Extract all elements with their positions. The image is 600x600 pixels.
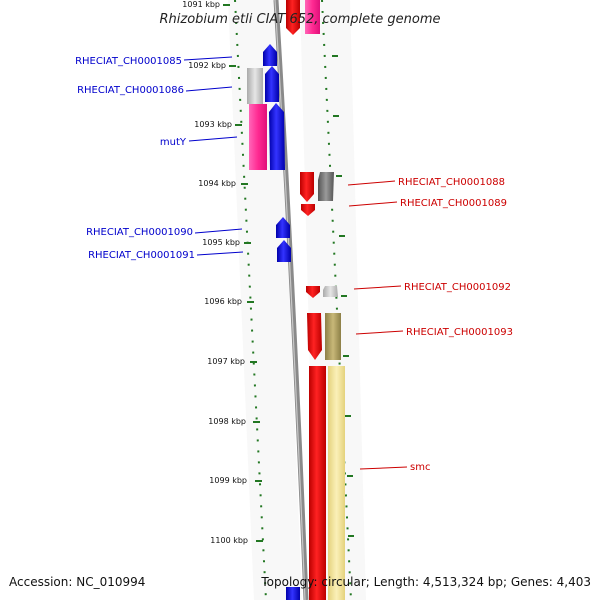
gene-label-rheciat-ch0001092[interactable]: RHECIAT_CH0001092 — [404, 282, 511, 293]
backbone-highlight — [274, 0, 306, 600]
gene-rheciat-ch0001088[interactable] — [318, 172, 334, 201]
gene-rheciat-ch0001086[interactable] — [265, 66, 279, 102]
gene-rheciat-ch0001093-red[interactable] — [307, 313, 322, 360]
callout-line — [194, 228, 243, 234]
gene-mutY-pink[interactable] — [249, 104, 267, 170]
callout-line — [188, 136, 238, 142]
tick-label-1095: 1095 kbp — [202, 238, 240, 247]
callout-line — [355, 330, 404, 335]
gene-rheciat-ch0001088-red[interactable] — [300, 172, 314, 202]
gene-rheciat-ch0001092-red[interactable] — [306, 286, 320, 298]
gene-rheciat-ch0001089[interactable] — [301, 204, 315, 216]
tick-label-1100: 1100 kbp — [210, 536, 248, 545]
tick-label-1098: 1098 kbp — [208, 417, 246, 426]
tick-label-1099: 1099 kbp — [209, 476, 247, 485]
callout-line — [353, 285, 402, 290]
gene-label-rheciat-ch0001085[interactable]: RHECIAT_CH0001085 — [75, 56, 182, 67]
right-scale-dots — [321, 0, 352, 600]
callout-line — [185, 86, 233, 92]
gene-bottom-blue[interactable] — [286, 587, 300, 600]
gene-label-rheciat-ch0001091[interactable]: RHECIAT_CH0001091 — [88, 250, 195, 261]
tick-label-1093: 1093 kbp — [194, 120, 232, 129]
callout-line — [359, 466, 408, 470]
genome-backbone — [273, 0, 309, 600]
gene-label-rheciat-ch0001090[interactable]: RHECIAT_CH0001090 — [86, 227, 193, 238]
gene-label-rheciat-ch0001089[interactable]: RHECIAT_CH0001089 — [400, 198, 507, 209]
map-title: Rhizobium etli CIAT 652, complete genome — [160, 12, 441, 27]
callout-line — [183, 56, 233, 61]
gene-smc[interactable] — [328, 366, 345, 600]
callout-line — [348, 201, 398, 207]
gene-gray-segment[interactable] — [247, 68, 263, 104]
gene-rheciat-ch0001090[interactable] — [276, 217, 290, 238]
left-scale-dots — [234, 0, 267, 600]
gene-top-red[interactable] — [286, 0, 300, 35]
gene-rheciat-ch0001092[interactable] — [323, 286, 338, 297]
accession-text: Accession: NC_010994 — [9, 575, 145, 589]
callout-line — [347, 180, 396, 186]
gene-label-rheciat-ch0001088[interactable]: RHECIAT_CH0001088 — [398, 177, 505, 188]
gene-rheciat-ch0001091[interactable] — [277, 240, 291, 262]
gene-rheciat-ch0001093[interactable] — [325, 313, 341, 360]
tick-label-1091: 1091 kbp — [182, 0, 220, 9]
gene-smc-red[interactable] — [309, 366, 326, 600]
gene-label-rheciat-ch0001086[interactable]: RHECIAT_CH0001086 — [77, 85, 184, 96]
gene-mutY[interactable] — [269, 103, 285, 170]
tick-label-1096: 1096 kbp — [204, 297, 242, 306]
gene-label-rheciat-ch0001093[interactable]: RHECIAT_CH0001093 — [406, 327, 513, 338]
gene-label-smc[interactable]: smc — [410, 462, 430, 473]
topology-text: Topology: circular; Length: 4,513,324 bp… — [260, 575, 591, 589]
tick-label-1097: 1097 kbp — [207, 357, 245, 366]
gene-rheciat-ch0001085[interactable] — [263, 44, 277, 66]
callout-line — [196, 251, 244, 256]
gene-top-pink[interactable] — [305, 0, 320, 34]
tick-label-1094: 1094 kbp — [198, 179, 236, 188]
tick-label-1092: 1092 kbp — [188, 61, 226, 70]
gene-label-mutY[interactable]: mutY — [160, 137, 187, 148]
